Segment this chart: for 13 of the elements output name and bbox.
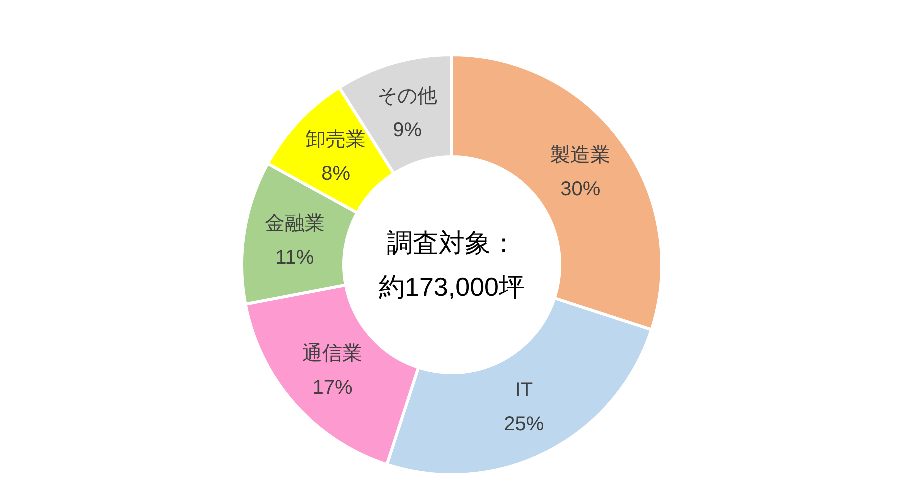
data-label: 11% bbox=[276, 247, 314, 270]
data-label: 8% bbox=[322, 163, 351, 186]
data-label: 9% bbox=[393, 119, 422, 142]
data-label: 30% bbox=[560, 178, 601, 201]
data-label: 25% bbox=[504, 414, 544, 436]
data-label: 17% bbox=[312, 377, 353, 400]
slice-label: 製造業 bbox=[550, 144, 611, 167]
text: 調査対象： bbox=[387, 228, 517, 258]
slice-label: 通信業 bbox=[302, 343, 363, 366]
slice-label: IT bbox=[515, 380, 534, 402]
slice-label: 卸売業 bbox=[306, 129, 366, 152]
slice-label: その他 bbox=[378, 85, 438, 108]
slice-label: 金融業 bbox=[264, 213, 325, 236]
